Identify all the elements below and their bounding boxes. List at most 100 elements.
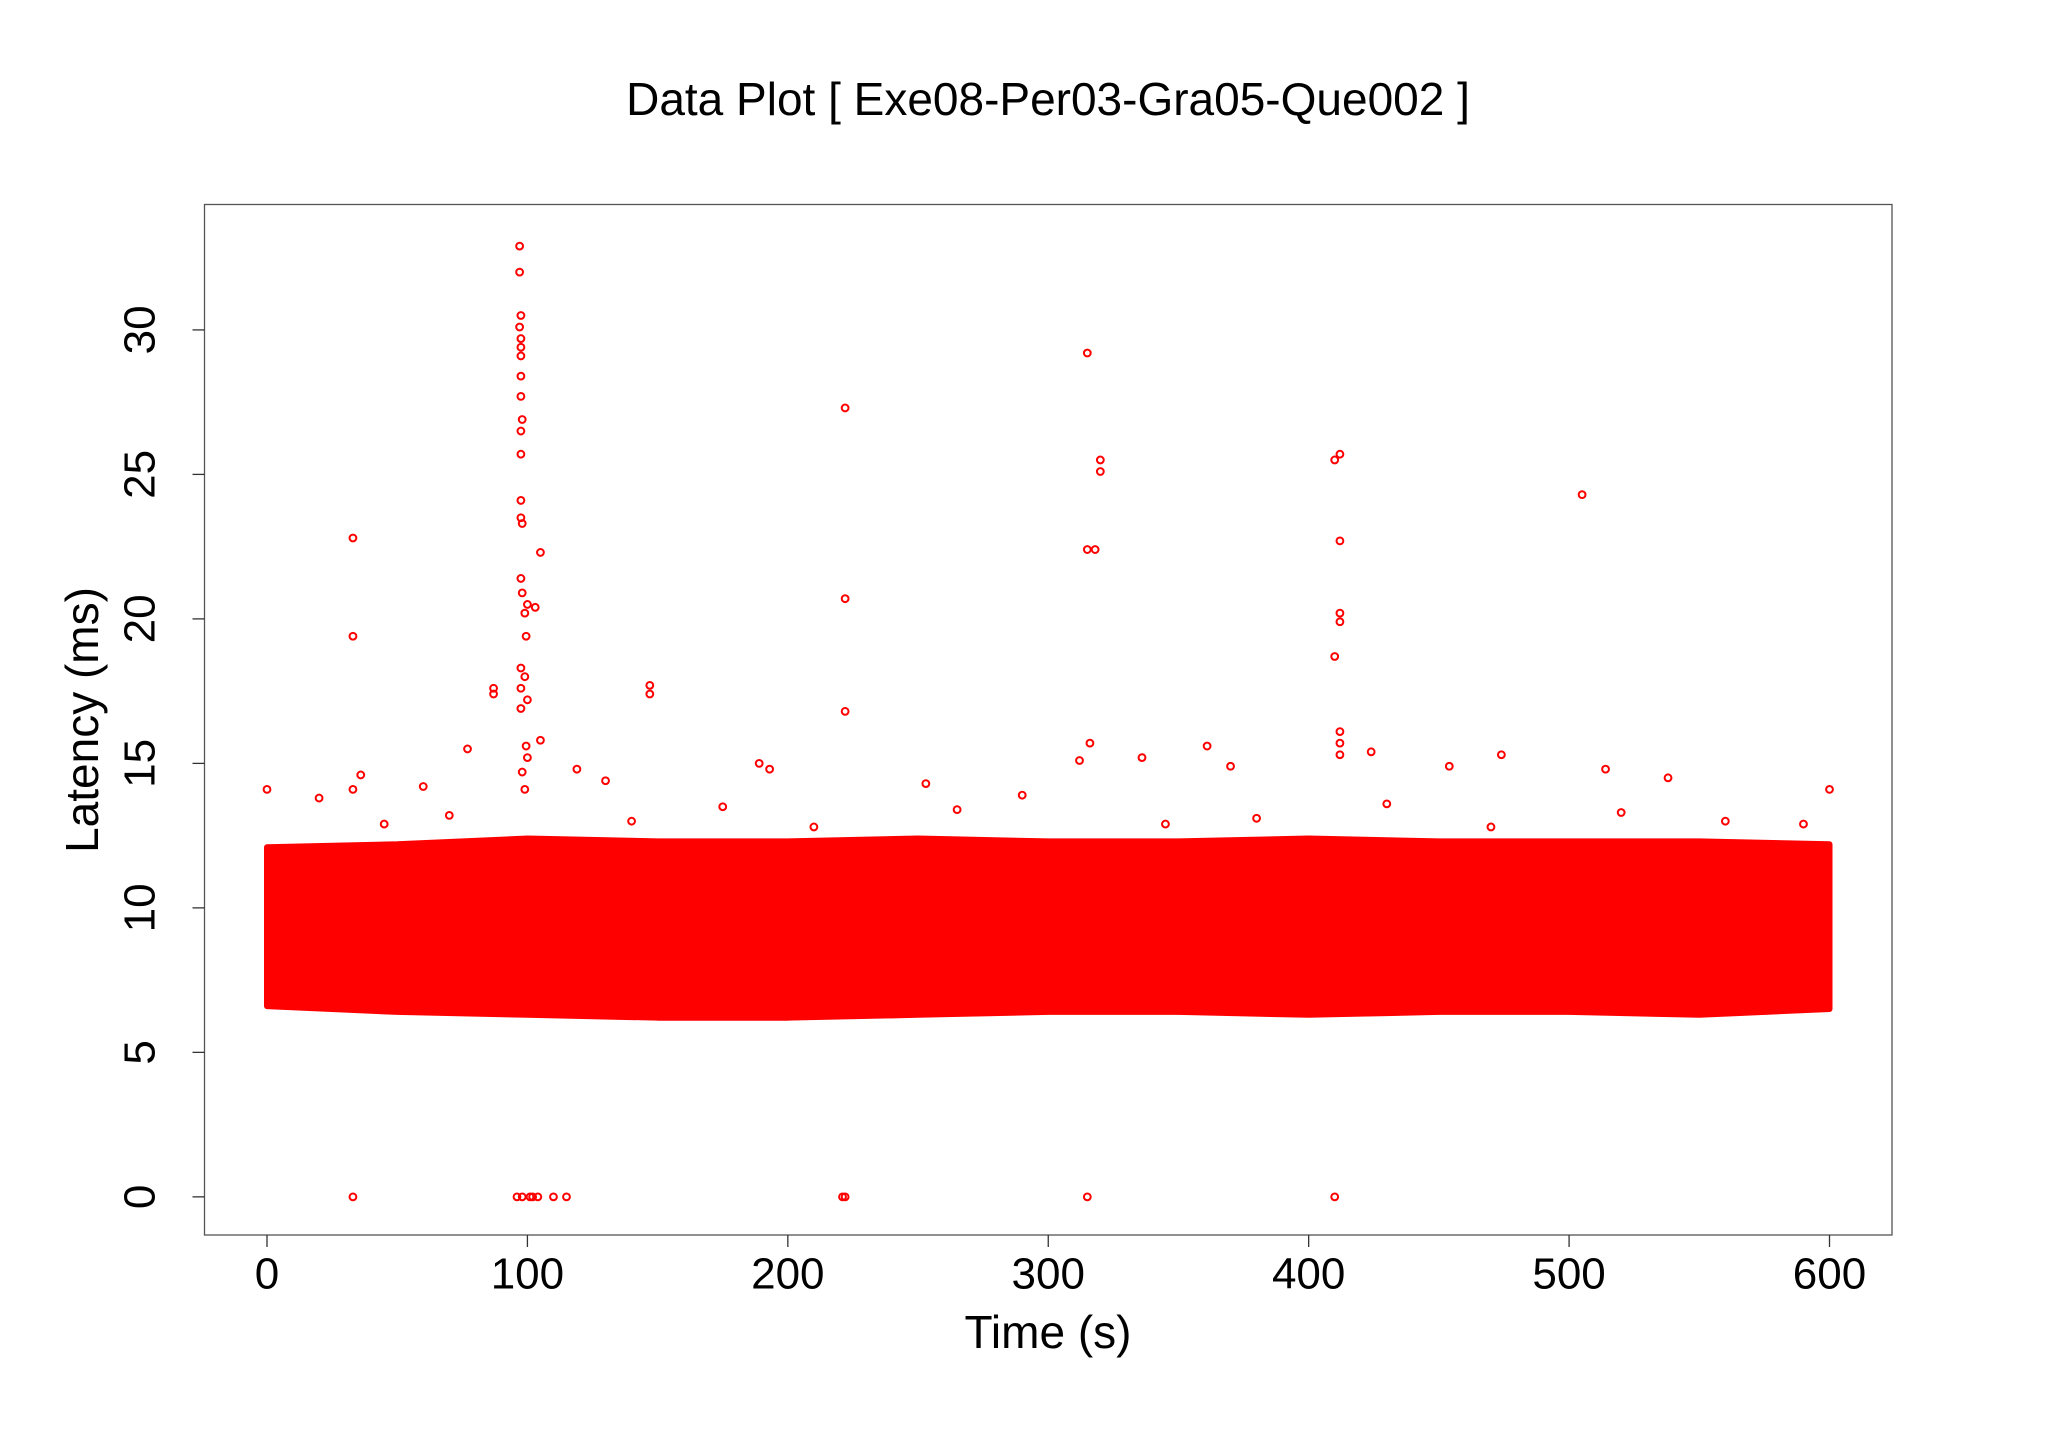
point bbox=[1252, 813, 1261, 823]
y-tick-label: 10 bbox=[116, 883, 165, 932]
point bbox=[356, 770, 366, 780]
point bbox=[348, 784, 358, 794]
point bbox=[1330, 1192, 1340, 1202]
point bbox=[562, 1192, 571, 1202]
point bbox=[809, 822, 819, 832]
dense-band bbox=[264, 835, 1833, 1021]
point bbox=[645, 680, 655, 690]
point bbox=[1095, 455, 1105, 465]
point bbox=[262, 784, 272, 794]
point bbox=[536, 548, 545, 557]
point bbox=[1330, 455, 1340, 465]
point bbox=[516, 683, 526, 693]
point bbox=[521, 631, 531, 641]
point bbox=[515, 322, 525, 332]
point bbox=[1335, 617, 1345, 627]
y-tick-label: 15 bbox=[116, 739, 165, 788]
point bbox=[444, 811, 454, 820]
point bbox=[530, 602, 540, 612]
point bbox=[1799, 819, 1808, 829]
point bbox=[1720, 816, 1730, 826]
point bbox=[601, 776, 610, 786]
point bbox=[516, 704, 526, 713]
point bbox=[1082, 348, 1092, 358]
x-axis-label: Time (s) bbox=[965, 1306, 1132, 1358]
y-tick-label: 20 bbox=[116, 594, 165, 643]
point bbox=[348, 533, 358, 543]
point bbox=[718, 802, 728, 812]
point bbox=[1082, 545, 1092, 554]
point bbox=[520, 784, 530, 794]
point bbox=[1161, 819, 1170, 829]
point bbox=[517, 767, 527, 777]
point bbox=[516, 371, 526, 381]
x-tick-label: 500 bbox=[1532, 1250, 1605, 1299]
point bbox=[1330, 652, 1340, 661]
point bbox=[515, 241, 525, 251]
y-tick-label: 30 bbox=[116, 305, 165, 354]
point bbox=[521, 741, 531, 751]
y-tick-label: 25 bbox=[116, 450, 165, 499]
point bbox=[1202, 741, 1212, 751]
point bbox=[549, 1192, 558, 1202]
point bbox=[520, 608, 530, 618]
point bbox=[1335, 727, 1345, 736]
point bbox=[1335, 608, 1345, 618]
point bbox=[536, 735, 545, 745]
point bbox=[1825, 784, 1834, 794]
chart-title: Data Plot [ Exe08-Per03-Gra05-Que002 ] bbox=[626, 73, 1470, 125]
point bbox=[838, 1192, 847, 1202]
point bbox=[516, 311, 526, 320]
point bbox=[379, 819, 389, 829]
x-tick-label: 300 bbox=[1012, 1250, 1085, 1299]
point bbox=[1017, 790, 1027, 800]
point bbox=[645, 689, 655, 699]
point bbox=[516, 391, 526, 401]
point bbox=[1366, 747, 1376, 757]
point bbox=[517, 519, 527, 528]
point bbox=[463, 744, 472, 754]
point bbox=[1616, 808, 1626, 817]
point bbox=[1335, 738, 1345, 748]
point bbox=[528, 1192, 538, 1202]
point bbox=[523, 695, 532, 705]
x-tick-label: 0 bbox=[255, 1250, 279, 1299]
point bbox=[314, 793, 324, 803]
point bbox=[1335, 536, 1345, 546]
point bbox=[765, 764, 775, 774]
y-tick-label: 5 bbox=[116, 1040, 165, 1064]
x-tick-label: 600 bbox=[1793, 1250, 1866, 1299]
point bbox=[517, 1192, 527, 1202]
point bbox=[840, 706, 850, 716]
point bbox=[1335, 449, 1345, 459]
point bbox=[1075, 756, 1084, 765]
point bbox=[1090, 545, 1100, 554]
point bbox=[1137, 753, 1147, 763]
point bbox=[516, 449, 526, 459]
point bbox=[516, 496, 526, 505]
point bbox=[515, 267, 525, 277]
point bbox=[1382, 799, 1392, 809]
point bbox=[1095, 467, 1105, 476]
x-tick-label: 400 bbox=[1272, 1250, 1345, 1299]
point bbox=[348, 1192, 358, 1202]
point bbox=[1601, 764, 1610, 774]
point bbox=[840, 403, 850, 413]
y-tick-label: 0 bbox=[116, 1185, 165, 1209]
point bbox=[348, 631, 358, 641]
point bbox=[520, 672, 530, 682]
point bbox=[572, 764, 582, 774]
point bbox=[489, 689, 498, 699]
point bbox=[1226, 761, 1235, 771]
point bbox=[1335, 750, 1345, 760]
point bbox=[517, 588, 527, 598]
point bbox=[952, 805, 962, 815]
point bbox=[1577, 490, 1587, 500]
point bbox=[512, 1192, 522, 1202]
point bbox=[516, 574, 526, 583]
point bbox=[489, 683, 498, 693]
point bbox=[1496, 750, 1506, 760]
point bbox=[523, 753, 532, 763]
